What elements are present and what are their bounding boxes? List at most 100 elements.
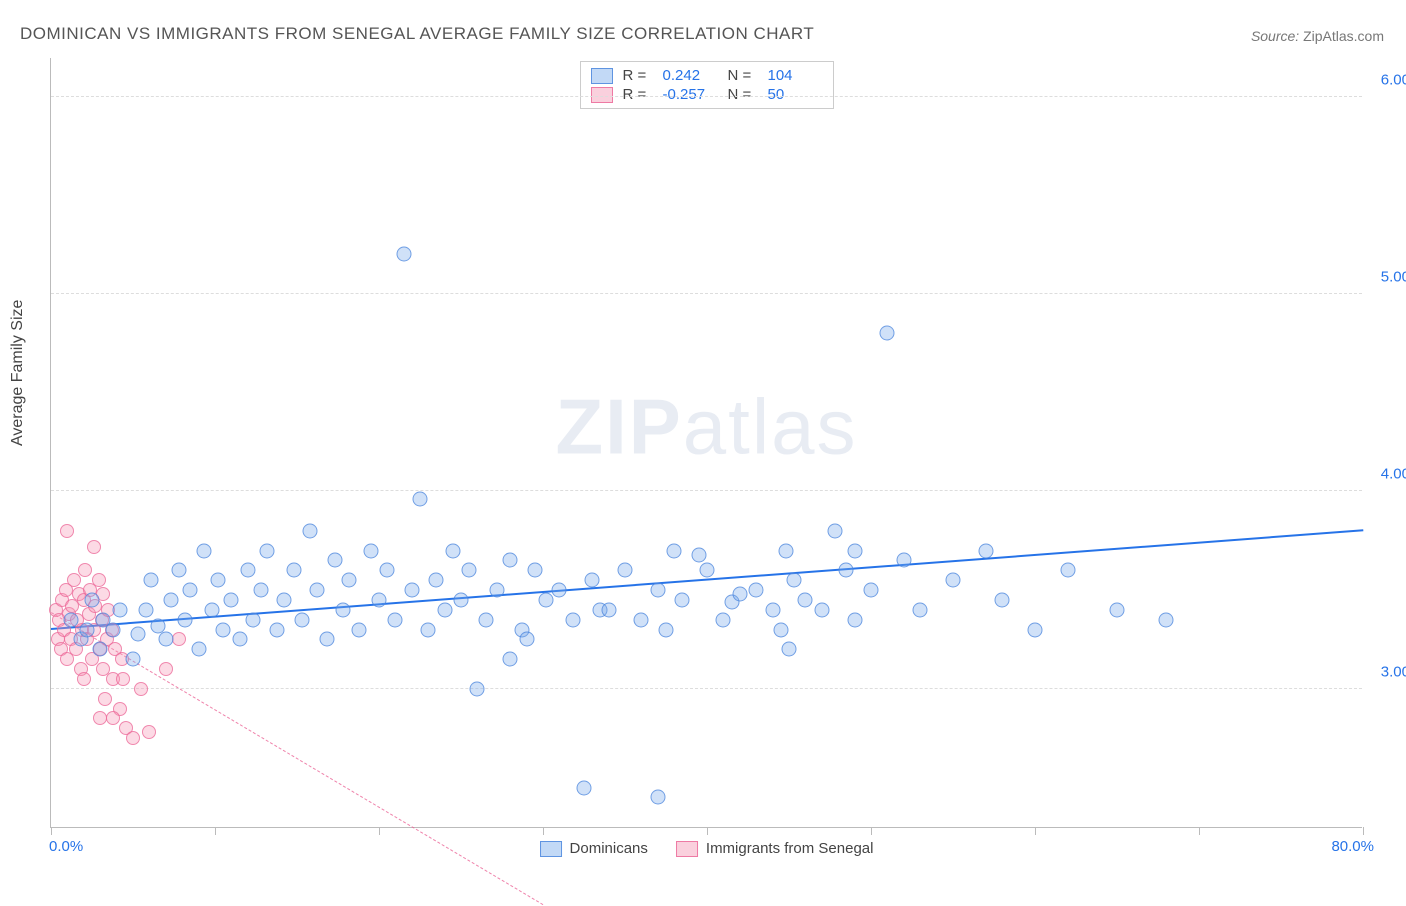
- r-label: R =: [623, 67, 653, 84]
- data-point-blue: [786, 573, 801, 588]
- stats-legend-box: R = 0.242 N = 104 R = -0.257 N = 50: [580, 61, 834, 109]
- data-point-blue: [864, 583, 879, 598]
- data-point-blue: [303, 523, 318, 538]
- data-point-blue: [519, 632, 534, 647]
- y-tick-label: 5.00: [1381, 268, 1406, 285]
- data-point-blue: [577, 780, 592, 795]
- legend-bottom: Dominicans Immigrants from Senegal: [540, 840, 874, 857]
- data-point-pink: [67, 573, 81, 587]
- data-point-blue: [462, 563, 477, 578]
- swatch-blue-icon: [540, 841, 562, 857]
- data-point-blue: [675, 592, 690, 607]
- r-value-blue: 0.242: [663, 67, 718, 84]
- x-axis-max-label: 80.0%: [1331, 838, 1374, 855]
- data-point-pink: [126, 731, 140, 745]
- data-point-blue: [946, 573, 961, 588]
- data-point-blue: [130, 626, 145, 641]
- data-point-blue: [253, 583, 268, 598]
- data-point-blue: [565, 612, 580, 627]
- data-point-blue: [798, 592, 813, 607]
- data-point-blue: [80, 622, 95, 637]
- x-axis-min-label: 0.0%: [49, 838, 83, 855]
- data-point-blue: [814, 602, 829, 617]
- data-point-blue: [773, 622, 788, 637]
- swatch-pink-icon: [676, 841, 698, 857]
- data-point-blue: [691, 547, 706, 562]
- legend-label-pink: Immigrants from Senegal: [706, 840, 874, 857]
- data-point-blue: [716, 612, 731, 627]
- source-label: Source:: [1251, 28, 1299, 44]
- data-point-blue: [294, 612, 309, 627]
- data-point-blue: [388, 612, 403, 627]
- n-label: N =: [728, 67, 758, 84]
- plot-area: ZIPatlas R = 0.242 N = 104 R = -0.257 N …: [50, 58, 1362, 828]
- data-point-blue: [1159, 612, 1174, 627]
- data-point-blue: [618, 563, 633, 578]
- data-point-blue: [995, 592, 1010, 607]
- data-point-blue: [978, 543, 993, 558]
- x-tick: [543, 827, 544, 835]
- data-point-blue: [490, 583, 505, 598]
- data-point-pink: [87, 540, 101, 554]
- data-point-blue: [539, 592, 554, 607]
- y-tick-label: 6.00: [1381, 71, 1406, 88]
- data-point-blue: [327, 553, 342, 568]
- data-point-blue: [363, 543, 378, 558]
- legend-item-senegal: Immigrants from Senegal: [676, 840, 874, 857]
- data-point-blue: [413, 492, 428, 507]
- x-tick: [215, 827, 216, 835]
- data-point-blue: [429, 573, 444, 588]
- data-point-blue: [1028, 622, 1043, 637]
- data-point-blue: [183, 583, 198, 598]
- data-point-blue: [178, 612, 193, 627]
- data-point-pink: [60, 524, 74, 538]
- data-point-blue: [437, 602, 452, 617]
- gridline: [51, 490, 1362, 491]
- x-tick: [871, 827, 872, 835]
- data-point-blue: [839, 563, 854, 578]
- data-point-blue: [503, 553, 518, 568]
- data-point-blue: [601, 602, 616, 617]
- x-tick: [1363, 827, 1364, 835]
- data-point-blue: [913, 602, 928, 617]
- data-point-blue: [765, 602, 780, 617]
- data-point-blue: [732, 587, 747, 602]
- x-tick: [1199, 827, 1200, 835]
- data-point-blue: [827, 523, 842, 538]
- data-point-blue: [585, 573, 600, 588]
- data-point-blue: [445, 543, 460, 558]
- gridline: [51, 688, 1362, 689]
- data-point-blue: [342, 573, 357, 588]
- data-point-blue: [1110, 602, 1125, 617]
- data-point-blue: [470, 681, 485, 696]
- data-point-blue: [634, 612, 649, 627]
- data-point-pink: [172, 632, 186, 646]
- data-point-blue: [650, 583, 665, 598]
- r-value-pink: -0.257: [663, 86, 718, 103]
- data-point-blue: [749, 583, 764, 598]
- data-point-blue: [309, 583, 324, 598]
- data-point-blue: [144, 573, 159, 588]
- data-point-pink: [92, 573, 106, 587]
- data-point-blue: [126, 652, 141, 667]
- data-point-blue: [700, 563, 715, 578]
- data-point-blue: [150, 618, 165, 633]
- data-point-blue: [552, 583, 567, 598]
- chart-title: DOMINICAN VS IMMIGRANTS FROM SENEGAL AVE…: [20, 24, 814, 44]
- data-point-pink: [78, 563, 92, 577]
- data-point-pink: [98, 692, 112, 706]
- data-point-blue: [335, 602, 350, 617]
- data-point-blue: [158, 632, 173, 647]
- data-point-pink: [159, 662, 173, 676]
- data-point-blue: [352, 622, 367, 637]
- data-point-pink: [116, 672, 130, 686]
- data-point-blue: [85, 592, 100, 607]
- y-tick-label: 4.00: [1381, 466, 1406, 483]
- stats-row-pink: R = -0.257 N = 50: [591, 85, 823, 104]
- data-point-blue: [286, 563, 301, 578]
- data-point-blue: [478, 612, 493, 627]
- data-point-blue: [270, 622, 285, 637]
- data-point-pink: [134, 682, 148, 696]
- stats-row-blue: R = 0.242 N = 104: [591, 66, 823, 85]
- data-point-blue: [224, 592, 239, 607]
